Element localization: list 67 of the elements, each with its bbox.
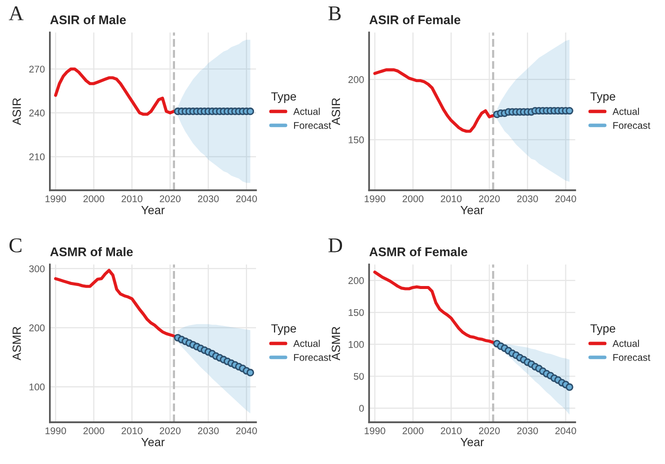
legend-label: Forecast [294, 122, 332, 129]
x-tick-label: 1990 [46, 427, 66, 434]
x-axis-title: Year [141, 206, 165, 214]
legend-label: Actual [612, 108, 639, 115]
x-tick-label: 2010 [122, 427, 142, 434]
y-axis-title: ASMR [332, 326, 340, 360]
x-tick-label: 2040 [555, 427, 576, 434]
y-tick-label: 100 [348, 341, 364, 348]
legend-title: Type [271, 92, 296, 103]
y-tick-label: 270 [29, 66, 45, 73]
x-axis-title: Year [460, 206, 484, 214]
x-tick-label: 2020 [479, 427, 500, 434]
y-tick-label: 300 [29, 265, 45, 272]
y-axis-title: ASIR [12, 98, 21, 126]
point [246, 368, 254, 376]
x-axis-title: Year [141, 438, 165, 446]
text: D [328, 238, 342, 252]
legend-label: Forecast [613, 354, 650, 361]
x-tick-label: 2030 [517, 195, 538, 202]
legend-title: Type [271, 324, 296, 335]
x-tick-label: 2000 [83, 427, 104, 434]
x-tick-label: 1990 [364, 195, 386, 202]
x-tick-label: 2030 [198, 427, 219, 434]
y-tick-label: 210 [29, 153, 45, 160]
y-tick-label: 200 [348, 277, 364, 284]
legend-title: Type [590, 324, 616, 335]
x-tick-label: 2020 [160, 195, 181, 202]
x-tick-label: 1990 [46, 195, 66, 202]
chart-title: ASMR of Male [50, 247, 133, 256]
chart-title: ASIR of Male [50, 15, 126, 24]
x-axis-title: Year [460, 438, 484, 446]
y-tick-label: 240 [29, 110, 45, 116]
y-tick-label: 200 [348, 76, 364, 84]
x-tick-label: 2000 [402, 427, 424, 434]
y-axis-title: ASIR [332, 98, 340, 126]
x-tick-label: 2010 [122, 195, 142, 202]
y-tick-label: 50 [354, 372, 364, 380]
y-tick-label: 200 [29, 324, 45, 332]
legend-title: Type [590, 92, 616, 103]
x-tick-label: 2010 [440, 195, 462, 202]
x-tick-label: 2020 [479, 195, 500, 202]
x-tick-label: 1990 [364, 427, 386, 434]
x-tick-label: 2010 [440, 427, 462, 434]
legend-label: Actual [293, 108, 320, 115]
y-tick-label: 150 [348, 309, 364, 316]
y-tick-label: 150 [348, 136, 364, 144]
x-tick-label: 2000 [402, 195, 424, 202]
x-tick-label: 2030 [517, 427, 538, 434]
chart-title: ASIR of Female [369, 15, 460, 24]
text: B [328, 6, 341, 20]
x-tick-label: 2040 [555, 195, 576, 202]
y-tick-label: 0 [359, 404, 364, 412]
text: A [8, 6, 24, 20]
chart-title: ASMR of Female [369, 247, 468, 256]
point [566, 383, 574, 391]
y-tick-label: 100 [30, 384, 45, 390]
x-tick-label: 2020 [160, 427, 181, 434]
x-tick-label: 2000 [83, 195, 104, 202]
legend-label: Forecast [613, 122, 650, 129]
x-tick-label: 2030 [198, 195, 219, 202]
y-axis-title: ASMR [12, 326, 21, 360]
legend-label: Forecast [294, 354, 332, 361]
text: C [10, 238, 22, 252]
legend-label: Actual [293, 340, 320, 347]
x-tick-label: 2040 [236, 427, 257, 434]
legend-label: Actual [612, 340, 639, 347]
x-tick-label: 2040 [236, 195, 257, 202]
